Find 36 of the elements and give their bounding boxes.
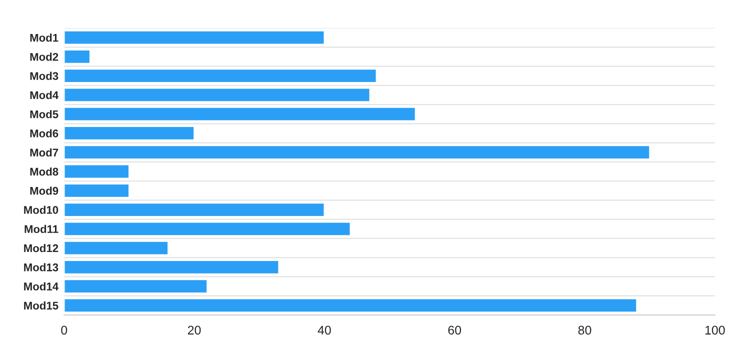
bar xyxy=(64,164,130,180)
y-tick-label: Mod3 xyxy=(30,72,58,80)
bar xyxy=(64,106,416,122)
bar xyxy=(64,87,371,103)
x-tick-label: 40 xyxy=(318,326,331,335)
bar xyxy=(64,298,638,314)
y-tick-label: Mod6 xyxy=(30,129,58,138)
y-tick-label: Mod7 xyxy=(30,148,58,156)
y-tick-label: Mod5 xyxy=(30,110,58,118)
y-tick-label: Mod8 xyxy=(30,167,58,176)
bar xyxy=(64,144,651,160)
y-tick-label: Mod2 xyxy=(30,52,58,61)
y-tick-label: Mod4 xyxy=(30,90,59,100)
y-tick-label: Mod13 xyxy=(24,263,58,272)
x-tick-label: 80 xyxy=(578,326,592,335)
bar xyxy=(64,278,208,294)
y-tick-label: Mod12 xyxy=(24,244,58,252)
bar xyxy=(64,221,352,236)
bar xyxy=(64,49,91,64)
bar xyxy=(64,183,130,198)
y-tick-label: Mod15 xyxy=(24,301,58,310)
y-tick-label: Mod10 xyxy=(24,206,58,214)
y-tick-label: Mod14 xyxy=(24,282,59,290)
y-tick-label: Mod11 xyxy=(24,224,58,234)
x-tick-label: 0 xyxy=(61,326,68,335)
y-tick-label: Mod9 xyxy=(30,186,58,195)
x-tick-label: 100 xyxy=(705,326,725,335)
bar xyxy=(64,202,326,218)
bar xyxy=(64,126,195,141)
bar xyxy=(64,240,169,256)
x-tick-label: 60 xyxy=(448,326,462,335)
y-tick-label: Mod1 xyxy=(30,34,58,42)
bar xyxy=(64,260,280,275)
x-tick-label: 20 xyxy=(188,326,201,335)
bar xyxy=(64,68,378,84)
bar xyxy=(64,30,326,46)
